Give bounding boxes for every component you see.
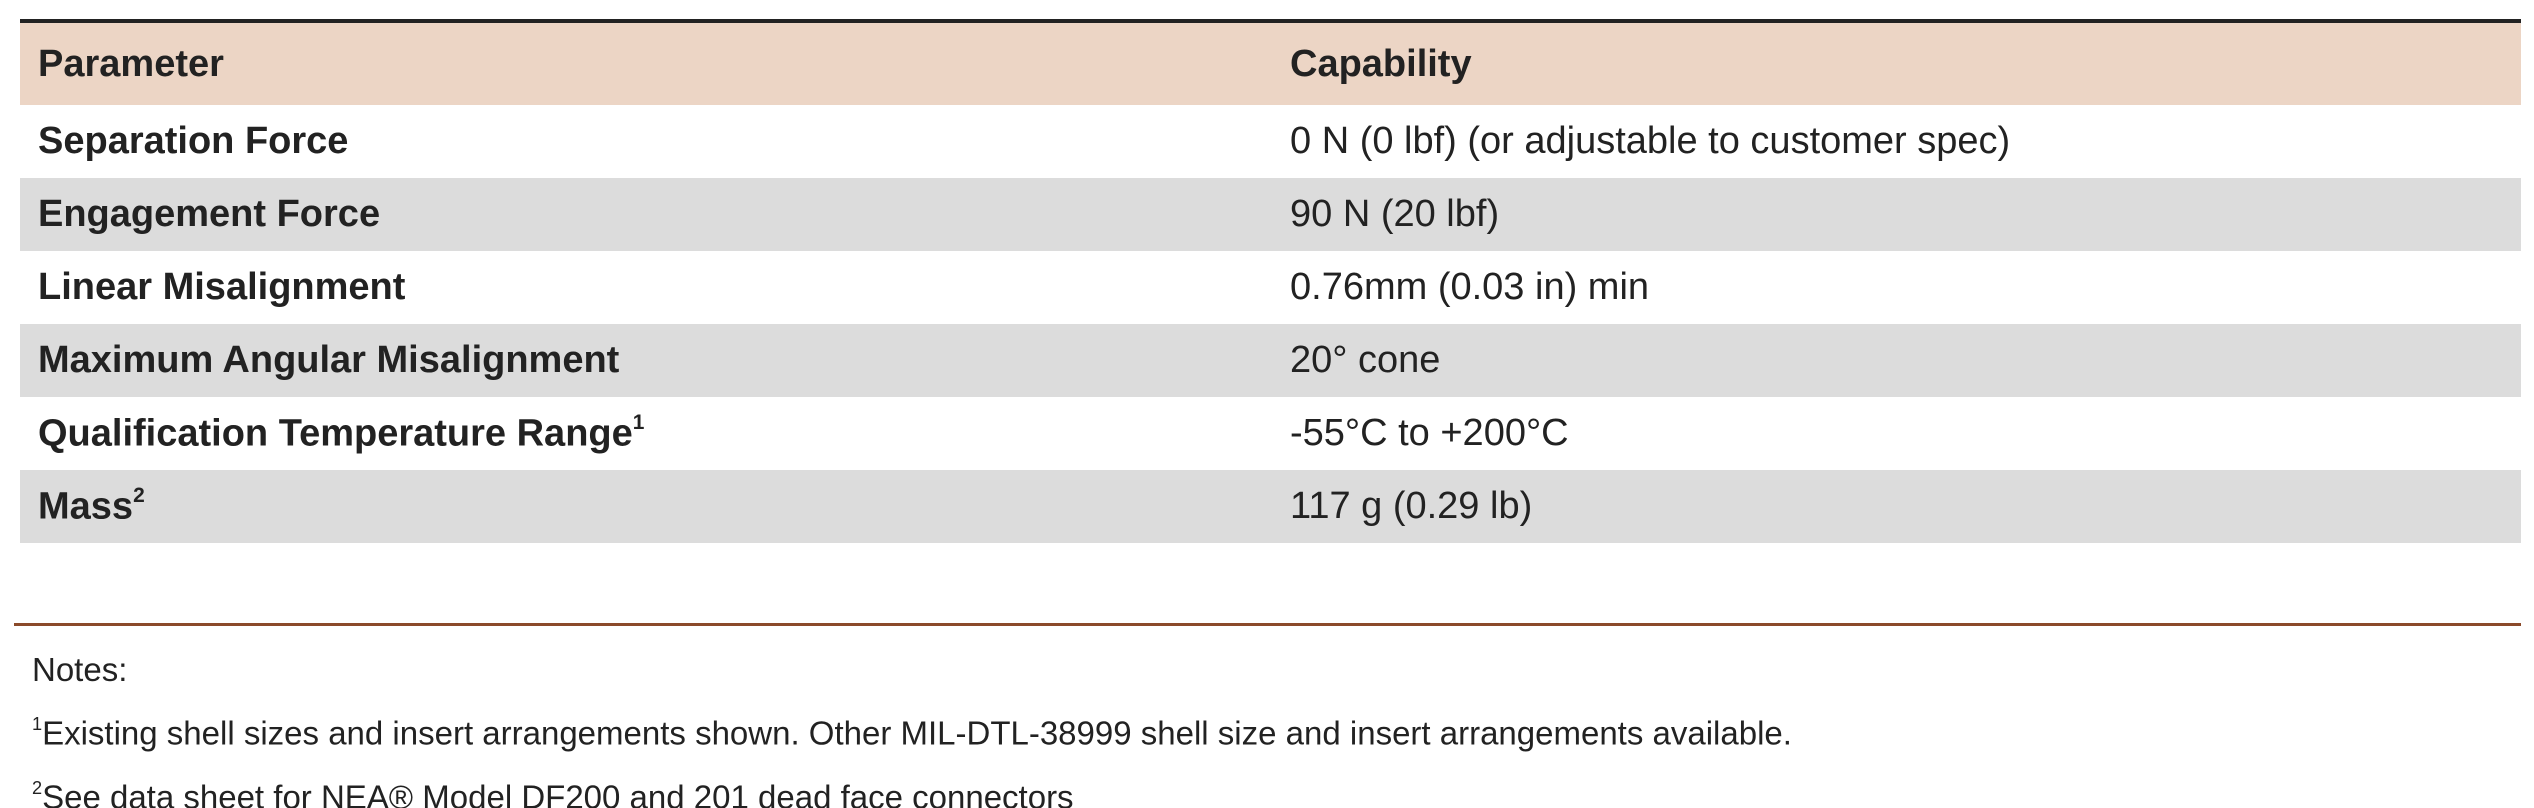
table-row: Mass2 117 g (0.29 lb) [20, 470, 2521, 543]
capability: 0.76mm (0.03 in) min [1290, 266, 1650, 308]
spec-table: Parameter Capability Separation Force 0 N… [20, 19, 2521, 543]
note: 1Existing shell sizes and insert arrange… [32, 697, 1792, 761]
note-marker: 2 [32, 777, 43, 798]
header-row: Parameter Capability [20, 23, 2521, 105]
parameter-cell: Qualification Temperature Range1 [38, 411, 644, 456]
header-cell: Capability [1290, 42, 1472, 85]
notes: Notes: 1Existing shell sizes and insert … [32, 642, 1792, 808]
parameter: Qualification Temperature Range [38, 412, 633, 455]
parameter-cell: Separation Force [38, 120, 348, 163]
parameter: Linear Misalignment [38, 266, 406, 308]
divider [14, 623, 2521, 626]
table-row: Engagement Force 90 N (20 lbf) [20, 178, 2521, 251]
parameter-cell: Maximum Angular Misalignment [38, 339, 619, 382]
capability: 0 N (0 lbf) (or adjustable to customer s… [1290, 120, 2011, 162]
parameter: Separation Force [38, 120, 349, 162]
notes-title: Notes: [32, 651, 128, 688]
parameter: Maximum Angular Misalignment [38, 339, 620, 381]
capability: 20° cone [1290, 339, 1441, 381]
note: 2See data sheet for NEA® Model DF200 and… [32, 761, 1792, 808]
note-marker: 1 [32, 714, 43, 734]
parameter-cell: Engagement Force [38, 193, 380, 236]
footnote-ref: 1 [632, 411, 645, 435]
capability: 90 N (20 lbf) [1290, 193, 1500, 235]
parameter-cell: Mass2 [38, 484, 145, 529]
footnote-ref: 2 [133, 484, 145, 508]
note-text: See data sheet for NEA® Model DF200 and … [42, 778, 1074, 808]
header-cell: Parameter [38, 42, 224, 85]
table-row: Separation Force 0 N (0 lbf) (or adjustab… [20, 105, 2521, 178]
capability: 117 g (0.29 lb) [1290, 485, 1533, 527]
capability: -55°C to +200°C [1290, 412, 1569, 454]
table-row: Qualification Temperature Range1 -55°C to… [20, 397, 2521, 470]
table-row: Maximum Angular Misalignment 20° cone [20, 324, 2521, 397]
parameter: Mass [38, 485, 134, 528]
table-row: Linear Misalignment 0.76mm (0.03 in) min [20, 251, 2521, 324]
parameter: Engagement Force [38, 193, 381, 235]
note-text: Existing shell sizes and insert arrangem… [42, 714, 1792, 752]
parameter-cell: Linear Misalignment [38, 266, 405, 309]
